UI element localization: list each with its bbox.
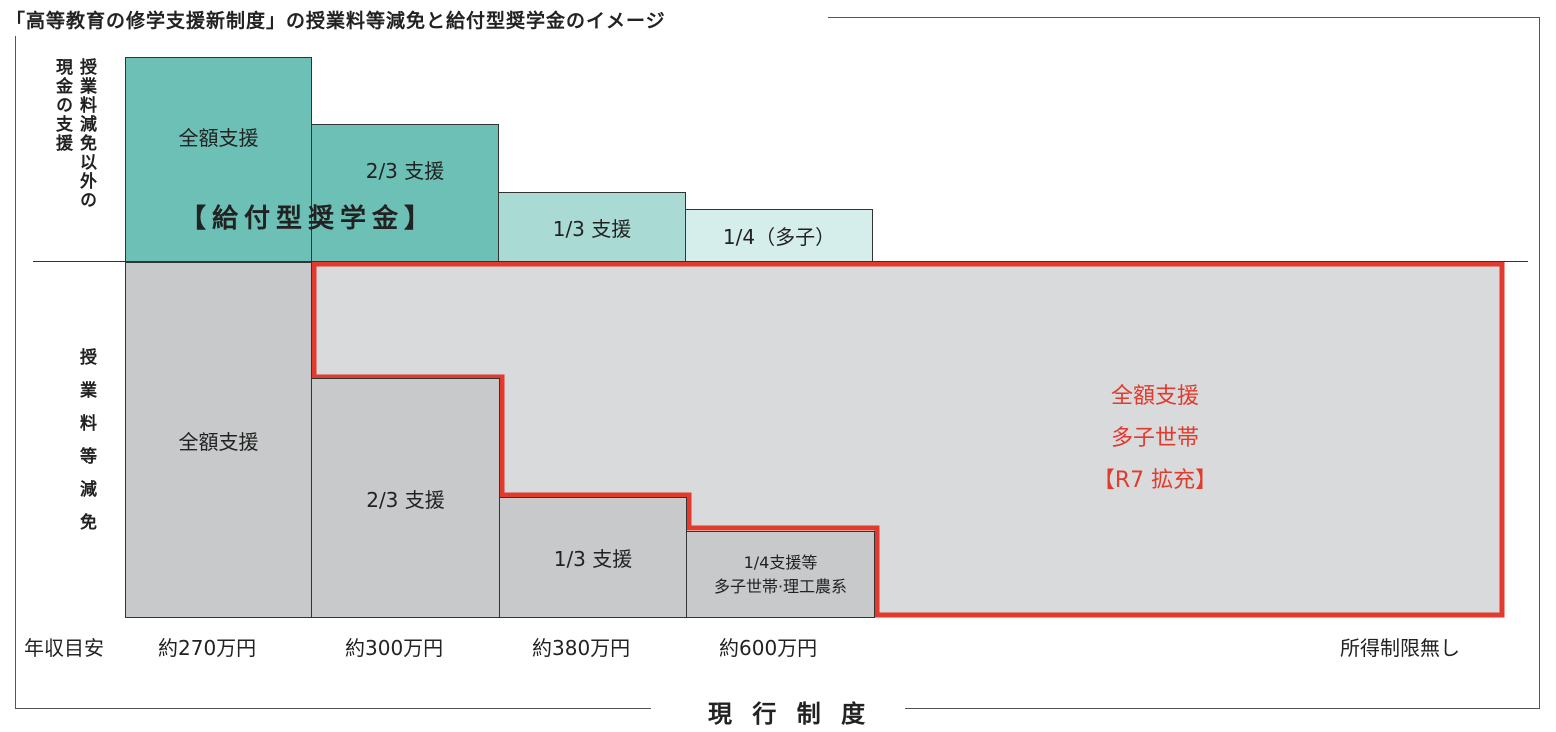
lower-two-thirds-support: 2/3 支援 <box>311 378 500 618</box>
lower-one-quarter-support: 1/4支援等 多子世帯·理工農系 <box>686 531 875 618</box>
lower-one-third-support: 1/3 支援 <box>499 497 687 618</box>
current-system-title: 現 行 制 度 <box>708 700 872 728</box>
lower-full-support: 全額支援 <box>125 262 312 618</box>
expansion-label: 全額支援 多子世帯 【R7 拡充】 <box>1080 376 1230 502</box>
x-tick-300: 約300万円 <box>345 636 444 660</box>
expansion-line2: 多子世帯 <box>1110 426 1199 451</box>
scholarship-label: 【給付型奨学金】 <box>180 204 437 234</box>
expansion-line3: 【R7 拡充】 <box>1092 468 1218 493</box>
upper-one-quarter-label: 1/4（多子） <box>722 225 836 249</box>
frame-top-line <box>828 17 1540 18</box>
upper-full-support-label: 全額支援 <box>178 126 259 150</box>
upper-one-quarter-support: 1/4（多子） <box>685 209 873 262</box>
label-cash-support-col1: 授業料減免以外の <box>76 58 96 210</box>
label-tuition-reduction: 授業料等減免 <box>76 348 96 546</box>
expansion-line1: 全額支援 <box>1110 384 1199 409</box>
lower-one-quarter-line2: 多子世帯·理工農系 <box>713 576 848 596</box>
lower-full-support-label: 全額支援 <box>178 429 259 454</box>
upper-full-support: 全額支援 <box>125 57 312 262</box>
lower-one-quarter-line1: 1/4支援等 <box>743 552 818 572</box>
diagram-title: 「高等教育の修学支援新制度」の授業料等減免と給付型奨学金のイメージ <box>6 10 666 32</box>
x-tick-380: 約380万円 <box>532 636 631 660</box>
x-axis-label: 年収目安 <box>24 636 104 660</box>
frame-bottom-right-line <box>905 708 1540 709</box>
upper-two-thirds-support: 2/3 支援 <box>311 124 499 262</box>
label-cash-support-col2: 現金の支援 <box>52 58 72 153</box>
lower-one-third-label: 1/3 支援 <box>553 547 633 571</box>
frame-left-line <box>15 36 16 709</box>
upper-one-third-support: 1/3 支援 <box>498 192 686 262</box>
x-tick-270: 約270万円 <box>158 636 257 660</box>
frame-right-line <box>1539 17 1540 709</box>
x-tick-600: 約600万円 <box>719 636 818 660</box>
upper-two-thirds-label: 2/3 支援 <box>365 159 445 183</box>
x-tick-no-limit: 所得制限無し <box>1340 636 1460 660</box>
lower-two-thirds-label: 2/3 支援 <box>366 487 445 512</box>
frame-bottom-left-line <box>15 708 651 709</box>
row-divider <box>33 261 1528 262</box>
upper-one-third-label: 1/3 支援 <box>552 216 632 241</box>
